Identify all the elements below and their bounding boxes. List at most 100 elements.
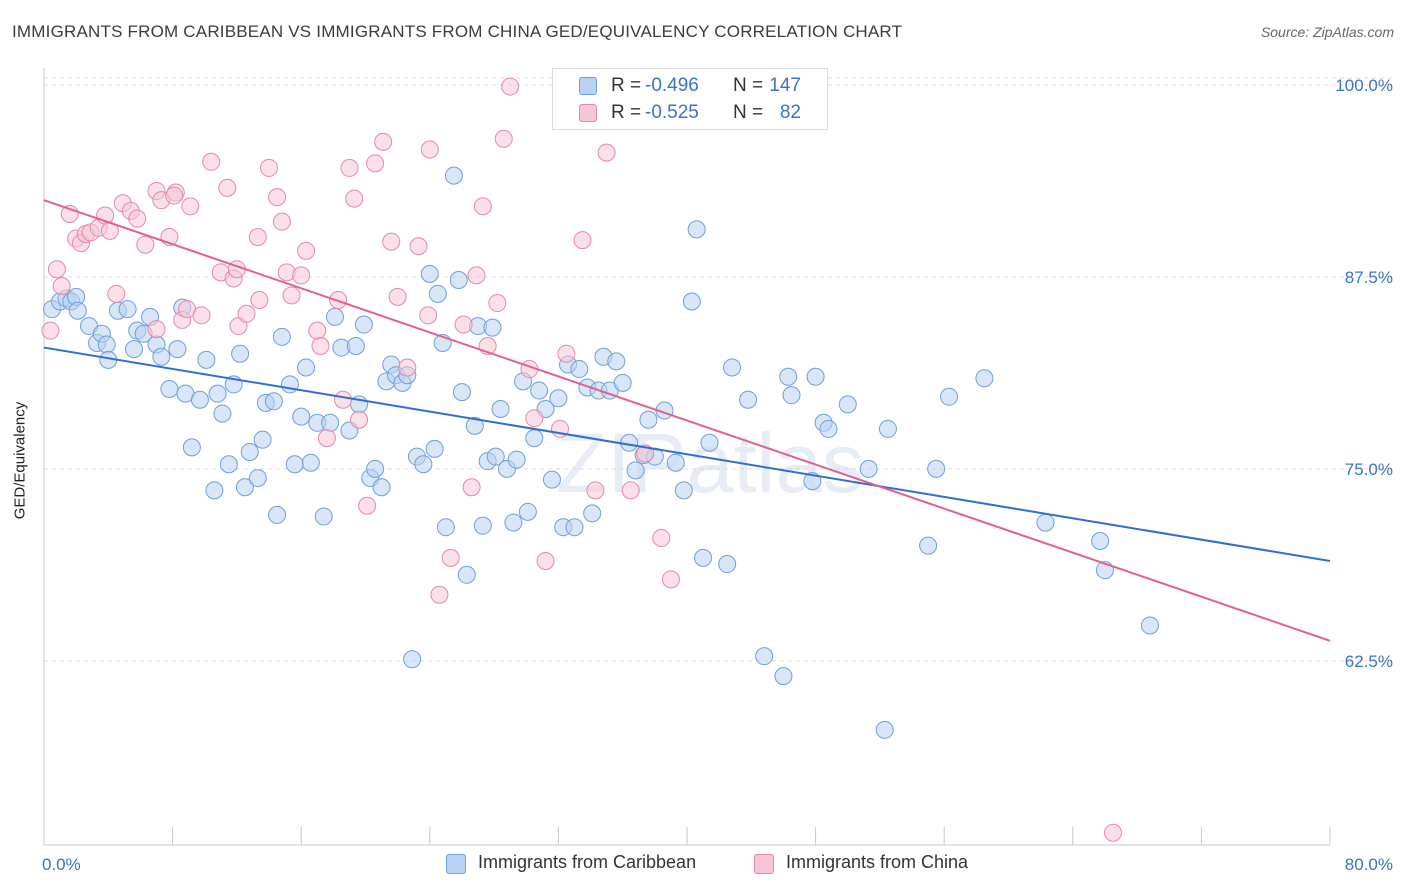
caribbean-point [235,478,254,497]
china-point [218,178,237,197]
caribbean-point [465,416,484,435]
caribbean-point [723,358,742,377]
china-point [333,390,352,409]
caribbean-point [700,433,719,452]
china-point [409,237,428,256]
china-point [202,152,221,171]
caribbean-point [687,220,706,239]
caribbean-point [507,450,526,469]
caribbean-points [43,166,1159,739]
china-point [297,241,316,260]
caribbean-point [682,292,701,311]
caribbean-swatch [579,77,597,95]
caribbean-point [565,518,584,537]
china-point [358,496,377,515]
caribbean-point [208,384,227,403]
caribbean-point [231,344,250,363]
caribbean-point [168,340,187,359]
caribbean-point [125,340,144,359]
caribbean-point [1091,532,1110,551]
n-value: 82 [779,102,801,123]
caribbean-point [639,410,658,429]
caribbean-point [525,429,544,448]
trend-lines [43,199,1331,642]
caribbean-point [755,647,774,666]
chart-title: IMMIGRANTS FROM CARIBBEAN VS IMMIGRANTS … [12,22,903,41]
caribbean-point [425,439,444,458]
china-point [308,321,327,340]
caribbean-point [674,481,693,500]
caribbean-point [549,389,568,408]
china-point [586,481,605,500]
caribbean-point [268,505,287,524]
caribbean-point [436,518,455,537]
caribbean-point [197,350,216,369]
china-point [237,304,256,323]
caribbean-point [248,469,267,488]
caribbean-point [694,548,713,567]
china-point [47,260,66,279]
axes [43,68,1331,846]
caribbean-point [718,555,737,574]
china-point [557,344,576,363]
china-point [441,548,460,567]
y-tick-label: 100.0% [1335,76,1393,95]
china-point [420,140,439,159]
y-tick-label: 87.5% [1345,268,1393,287]
china-point [467,266,486,285]
caribbean-point [613,373,632,392]
caribbean-point [449,271,468,290]
china-legend-swatch [754,854,774,874]
china-point [597,143,616,162]
caribbean-point [483,318,502,337]
china-point [525,409,544,428]
china-point [260,158,279,177]
caribbean-point [927,459,946,478]
caribbean-point [504,513,523,532]
china-point [268,188,287,207]
china-point [652,528,671,547]
caribbean-point [739,390,758,409]
n-label: N = [733,102,764,123]
china-point [165,186,184,205]
caribbean-point [240,442,259,461]
caribbean-point [414,455,433,474]
r-label: R = [611,102,642,123]
r-value: -0.496 [645,75,699,96]
y-tick-label: 62.5% [1345,652,1393,671]
china-swatch [579,104,597,122]
china-point [621,481,640,500]
china-point [311,337,330,356]
china-trend-line [43,199,1331,642]
china-point [345,189,364,208]
caribbean-point [68,301,87,320]
caribbean-point [346,337,365,356]
caribbean-point [542,470,561,489]
caribbean-point [1140,616,1159,635]
caribbean-trend-line [43,346,1331,562]
caribbean-point [473,516,492,535]
caribbean-point [774,667,793,686]
caribbean-point [878,419,897,438]
china-point [282,286,301,305]
caribbean-point [570,360,589,379]
caribbean-point [366,459,385,478]
china-point [136,235,155,254]
caribbean-point [160,380,179,399]
n-label: N = [733,75,764,96]
x-tick-label: 80.0% [1345,855,1393,874]
china-point [192,306,211,325]
caribbean-point [253,430,272,449]
caribbean-point [420,264,439,283]
caribbean-point [219,455,238,474]
china-point [388,287,407,306]
caribbean-point [190,390,209,409]
china-point [292,266,311,285]
legend-label: Immigrants from Caribbean [478,852,697,872]
caribbean-point [152,347,171,366]
china-point [661,570,680,589]
china-point [317,429,336,448]
china-point [536,551,555,570]
caribbean-point [325,307,344,326]
